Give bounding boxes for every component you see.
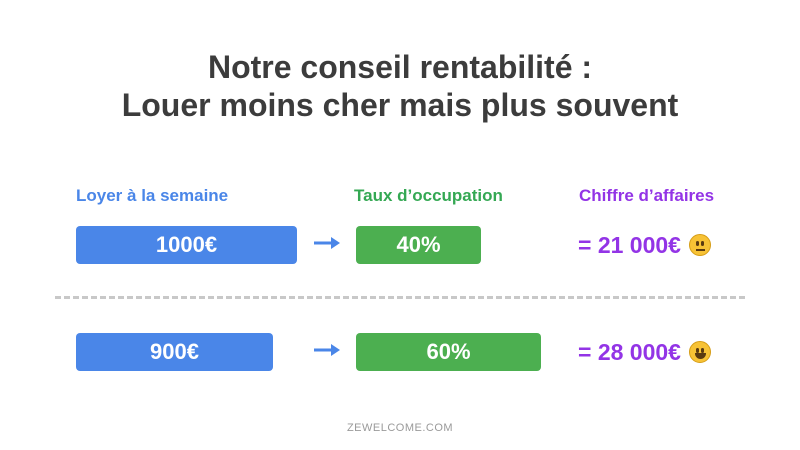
arrow-right-icon [314, 344, 340, 356]
rent-bar-2: 900€ [76, 333, 273, 371]
footer-brand: ZEWELCOME.COM [346, 422, 454, 434]
revenue-value-2: = 28 000€ [578, 338, 681, 365]
column-label-rent: Loyer à la semaine [76, 186, 229, 205]
smiley-face-icon [688, 341, 711, 363]
occupancy-bar-1: 40% [356, 226, 481, 264]
revenue-result-2: = 28 000€ [578, 333, 711, 371]
title-line-1: Notre conseil rentabilité : [207, 49, 593, 85]
revenue-value-1: = 21 000€ [578, 231, 681, 258]
revenue-result-1: = 21 000€ [578, 226, 711, 264]
column-label-revenue: Chiffre d’affaires [579, 186, 715, 205]
dashed-divider [55, 296, 745, 299]
arrow-right-icon [314, 237, 340, 249]
page-title: Notre conseil rentabilité : Louer moins … [0, 48, 800, 124]
rent-bar-1: 1000€ [76, 226, 297, 264]
neutral-face-icon [688, 234, 711, 256]
title-line-2: Louer moins cher mais plus souvent [121, 87, 679, 123]
occupancy-bar-2: 60% [356, 333, 541, 371]
column-label-occupancy: Taux d’occupation [354, 186, 503, 205]
